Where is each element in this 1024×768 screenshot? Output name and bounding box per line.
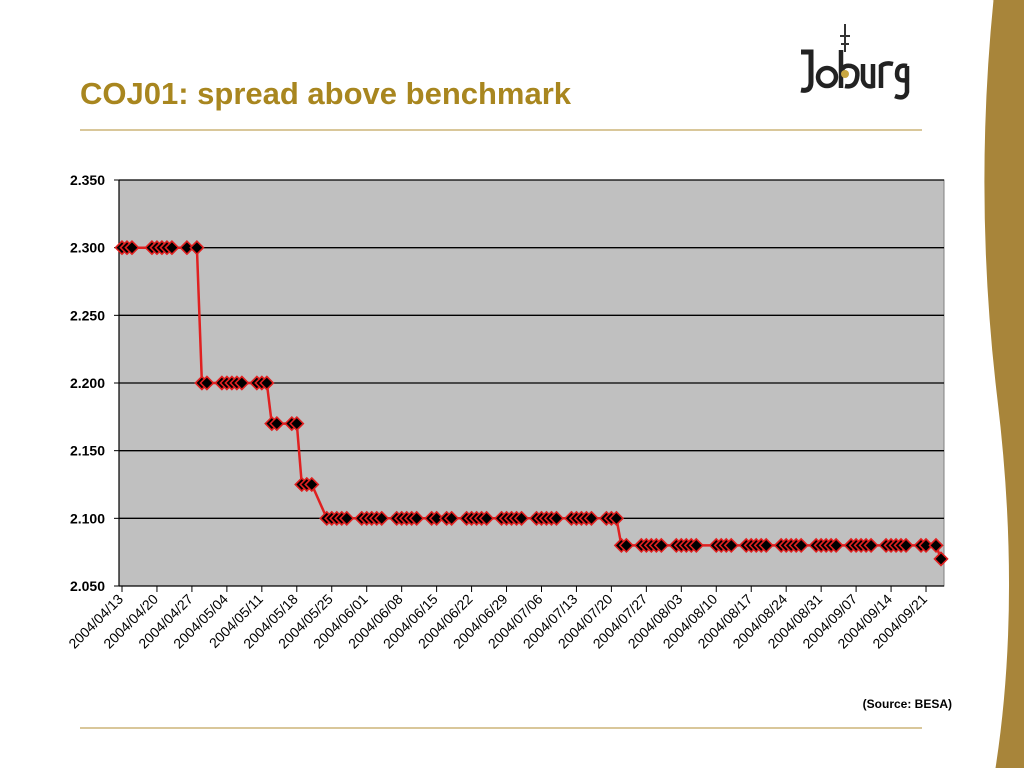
data-point	[269, 415, 285, 432]
data-point	[234, 375, 250, 391]
data-point	[548, 510, 565, 526]
data-point	[928, 537, 944, 554]
data-point	[828, 537, 844, 554]
y-tick-label: 2.250	[70, 307, 105, 323]
data-point	[933, 551, 949, 567]
data-point	[653, 537, 669, 554]
data-point	[259, 375, 275, 391]
data-point	[409, 510, 425, 526]
y-tick-label: 2.350	[70, 172, 105, 188]
data-point	[179, 240, 195, 256]
y-tick-label: 2.300	[70, 240, 105, 256]
y-tick-label: 2.150	[70, 443, 105, 459]
y-tick-label: 2.050	[70, 578, 105, 594]
data-point	[793, 537, 809, 554]
data-point	[898, 537, 914, 554]
data-point	[428, 510, 445, 526]
data-point	[478, 510, 495, 526]
data-point	[583, 510, 600, 526]
data-point	[304, 476, 320, 493]
data-point	[374, 510, 390, 526]
data-point	[189, 240, 205, 256]
data-point	[513, 510, 530, 526]
data-point	[289, 415, 305, 432]
source-note: (Source: BESA)	[862, 697, 952, 711]
title-divider	[80, 129, 922, 131]
slide-title: COJ01: spread above benchmark	[80, 76, 572, 111]
data-point	[608, 510, 625, 526]
data-point	[124, 240, 140, 256]
data-point	[918, 537, 934, 554]
data-point	[758, 537, 774, 554]
data-point	[443, 510, 460, 526]
data-point	[199, 375, 215, 391]
data-point	[339, 510, 355, 526]
data-point	[688, 537, 704, 554]
data-point	[723, 537, 739, 554]
y-tick-label: 2.200	[70, 375, 105, 391]
footer-divider	[80, 727, 922, 729]
data-point	[164, 240, 180, 256]
y-tick-label: 2.100	[70, 510, 105, 526]
data-point	[863, 537, 879, 554]
data-point	[618, 537, 635, 554]
joburg-logo	[800, 24, 910, 100]
decorative-side-band	[981, 0, 1024, 768]
